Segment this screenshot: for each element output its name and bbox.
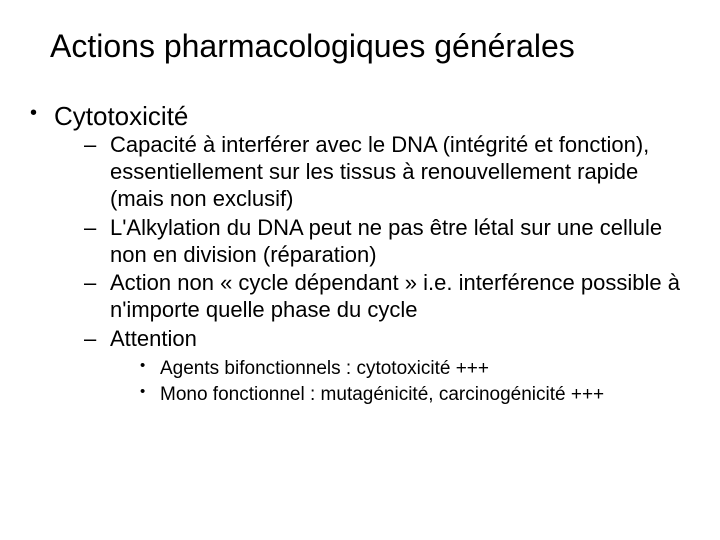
list-item: Attention Agents bifonctionnels : cytoto… xyxy=(84,326,692,406)
list-item: Mono fonctionnel : mutagénicité, carcino… xyxy=(140,383,692,407)
list-item: Capacité à interférer avec le DNA (intég… xyxy=(84,132,692,212)
bullet-text-l2: Capacité à interférer avec le DNA (intég… xyxy=(110,132,649,211)
bullet-text-l3: Mono fonctionnel : mutagénicité, carcino… xyxy=(160,384,604,405)
list-item: L'Alkylation du DNA peut ne pas être lét… xyxy=(84,215,692,269)
bullet-text-l2: Action non « cycle dépendant » i.e. inte… xyxy=(110,270,680,322)
bullet-text-l2: L'Alkylation du DNA peut ne pas être lét… xyxy=(110,215,662,267)
slide: Actions pharmacologiques générales Cytot… xyxy=(0,0,720,540)
list-item: Agents bifonctionnels : cytotoxicité +++ xyxy=(140,357,692,381)
bullet-list-level1: Cytotoxicité Capacité à interférer avec … xyxy=(28,101,692,406)
list-item: Action non « cycle dépendant » i.e. inte… xyxy=(84,270,692,324)
bullet-text-l2: Attention xyxy=(110,326,197,351)
bullet-text-l3: Agents bifonctionnels : cytotoxicité +++ xyxy=(160,358,489,379)
list-item: Cytotoxicité Capacité à interférer avec … xyxy=(28,101,692,406)
bullet-list-level3: Agents bifonctionnels : cytotoxicité +++… xyxy=(110,357,692,407)
bullet-list-level2: Capacité à interférer avec le DNA (intég… xyxy=(54,132,692,406)
slide-title: Actions pharmacologiques générales xyxy=(50,28,692,65)
bullet-text-l1: Cytotoxicité xyxy=(54,101,188,131)
